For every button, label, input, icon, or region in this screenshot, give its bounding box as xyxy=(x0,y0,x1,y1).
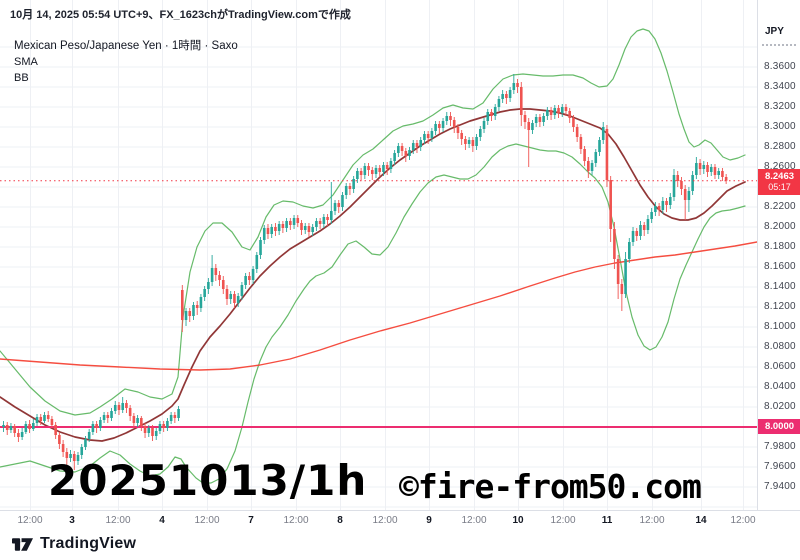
price-tick-label: 8.3200 xyxy=(764,101,796,112)
time-tick-label: 12:00 xyxy=(194,515,220,526)
time-tick-label: 7 xyxy=(248,515,254,526)
time-tick-label: 8 xyxy=(337,515,343,526)
price-tick-label: 8.2800 xyxy=(764,141,796,152)
footer-brand-bar: TradingView xyxy=(12,532,136,556)
price-tick-label: 8.3400 xyxy=(764,81,796,92)
time-tick-label: 12:00 xyxy=(105,515,131,526)
time-tick-label: 14 xyxy=(695,515,707,526)
price-tick-label: 8.1000 xyxy=(764,321,796,332)
time-tick-label: 4 xyxy=(159,515,165,526)
tradingview-logo-text[interactable]: TradingView xyxy=(40,535,137,552)
price-tick-label: 8.3600 xyxy=(764,61,796,72)
price-axis-separator xyxy=(762,44,796,46)
price-tick-label: 8.1800 xyxy=(764,241,796,252)
watermark-date-timeframe: 20251013/1h xyxy=(48,456,368,505)
time-tick-label: 12:00 xyxy=(550,515,576,526)
tradingview-logo-icon[interactable] xyxy=(12,536,33,553)
time-tick-label: 12:00 xyxy=(730,515,756,526)
price-axis-currency-label: JPY xyxy=(765,26,784,37)
time-tick-label: 12:00 xyxy=(639,515,665,526)
price-tick-label: 8.0600 xyxy=(764,361,796,372)
price-tick-label: 8.2200 xyxy=(764,201,796,212)
price-tick-label: 7.9400 xyxy=(764,481,796,492)
price-axis[interactable]: JPY 8.3600 8.3400 8.3200 8.3000 8.2800 8.2600… xyxy=(757,0,800,510)
price-tick-label: 8.1200 xyxy=(764,301,796,312)
legend-symbol-title[interactable]: Mexican Peso/Japanese Yen · 1時間 · Saxo xyxy=(14,40,238,52)
price-tick-label: 8.0400 xyxy=(764,381,796,392)
candlestick-chart[interactable] xyxy=(0,0,757,510)
bar-countdown: 05:17 xyxy=(768,181,791,192)
hline-price-badge: 8.0000 xyxy=(758,419,800,434)
time-axis[interactable]: 12:00 3 12:00 4 12:00 7 12:00 8 12:00 9 12:00 10 12:… xyxy=(0,510,800,530)
last-price-value: 8.2463 xyxy=(764,170,795,182)
time-tick-label: 12:00 xyxy=(283,515,309,526)
legend-indicator-bb[interactable]: BB xyxy=(14,72,29,84)
time-tick-label: 11 xyxy=(601,515,613,526)
time-tick-label: 12:00 xyxy=(372,515,398,526)
last-price-badge: 8.2463 05:17 xyxy=(758,168,800,195)
price-tick-label: 8.0800 xyxy=(764,341,796,352)
price-tick-label: 7.9800 xyxy=(764,441,796,452)
price-tick-label: 8.3000 xyxy=(764,121,796,132)
watermark-site: ©fire-from50.com xyxy=(399,467,702,506)
price-tick-label: 7.9600 xyxy=(764,461,796,472)
price-tick-label: 8.1400 xyxy=(764,281,796,292)
legend-indicator-sma[interactable]: SMA xyxy=(14,56,38,68)
price-tick-label: 8.0200 xyxy=(764,401,796,412)
time-tick-label: 3 xyxy=(69,515,75,526)
chart-legend: Mexican Peso/Japanese Yen · 1時間 · Saxo S… xyxy=(14,38,238,86)
time-tick-label: 9 xyxy=(426,515,432,526)
price-tick-label: 8.2600 xyxy=(764,161,796,172)
time-tick-label: 12:00 xyxy=(461,515,487,526)
chart-pane[interactable]: 10月 14, 2025 05:54 UTC+9、FX_1623chがTradi… xyxy=(0,0,757,510)
price-tick-label: 8.1600 xyxy=(764,261,796,272)
price-tick-label: 8.2000 xyxy=(764,221,796,232)
chart-creation-note: 10月 14, 2025 05:54 UTC+9、FX_1623chがTradi… xyxy=(10,9,351,21)
time-tick-label: 12:00 xyxy=(17,515,43,526)
time-tick-label: 10 xyxy=(512,515,524,526)
